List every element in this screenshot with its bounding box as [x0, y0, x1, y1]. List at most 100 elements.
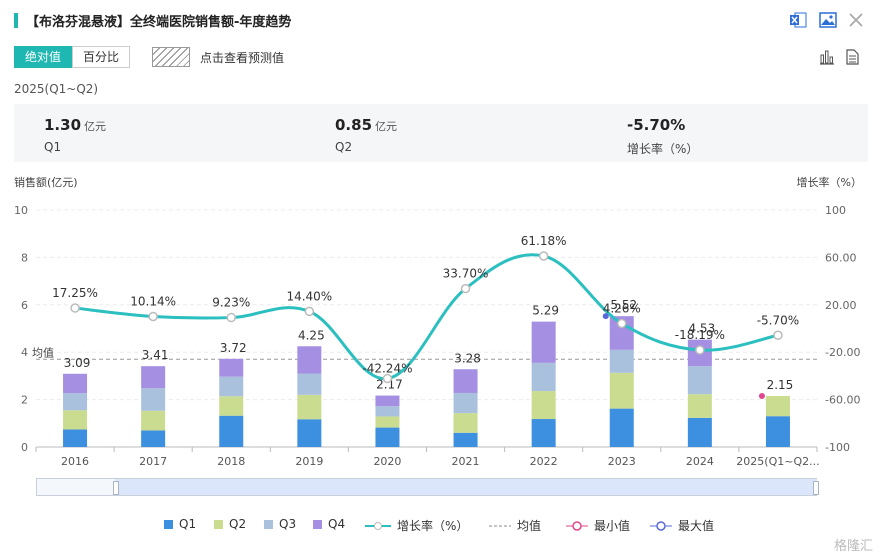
growth-label: -5.70%	[757, 313, 799, 327]
min-marker	[758, 393, 765, 400]
bar-total-label: 4.25	[298, 328, 325, 342]
forecast-toggle[interactable]: 点击查看预测值	[152, 47, 284, 67]
stat-value: -5.70%	[627, 116, 686, 134]
y-tick-label: 6	[21, 299, 28, 312]
legend-item-q2[interactable]: Q2	[214, 517, 246, 531]
excel-export-icon[interactable]	[788, 10, 808, 30]
range-handle-left[interactable]	[113, 481, 119, 495]
bar-q2	[297, 394, 322, 420]
bar-q1	[765, 416, 790, 447]
legend-label: Q2	[229, 517, 247, 531]
bar-q1	[609, 408, 634, 447]
growth-label: 33.70%	[443, 267, 489, 281]
y2-tick-label: 60.00	[825, 251, 857, 264]
bar-total-label: 3.72	[220, 341, 247, 355]
growth-point	[304, 306, 315, 317]
legend-swatch	[313, 519, 322, 529]
y-tick-label: 10	[14, 204, 28, 217]
x-tick-label: 2018	[217, 455, 245, 468]
bar-total-label: 3.41	[142, 348, 169, 362]
percent-tab[interactable]: 百分比	[72, 46, 131, 68]
legend-item-growth[interactable]: 增长率（%）	[365, 517, 468, 534]
bar-total-label: 3.09	[64, 356, 91, 370]
image-export-icon[interactable]	[818, 10, 838, 30]
value-mode-toggle: 绝对值 百分比	[14, 46, 131, 68]
x-tick-label: 2023	[608, 455, 636, 468]
bar-chart-icon[interactable]	[818, 48, 836, 66]
page-title: 【布洛芬混悬液】全终端医院销售额-年度趋势	[26, 15, 292, 30]
legend-dash-icon	[489, 525, 511, 526]
growth-point	[773, 330, 783, 341]
legend-item-min[interactable]: 最小值	[566, 517, 630, 534]
forecast-label: 点击查看预测值	[200, 50, 285, 65]
growth-label: 61.18%	[521, 234, 567, 248]
range-slider[interactable]	[36, 478, 819, 496]
bar-q3	[297, 373, 322, 395]
y-tick-label: 2	[21, 394, 28, 407]
title-bar: 【布洛芬混悬液】全终端医院销售额-年度趋势	[0, 0, 883, 40]
bar-q3	[219, 376, 244, 397]
hatch-pattern-icon	[152, 47, 190, 67]
y2-tick-label: -60.00	[825, 394, 860, 407]
title-accent	[14, 13, 18, 28]
growth-label: 14.40%	[286, 289, 332, 303]
legend-item-q3[interactable]: Q3	[264, 517, 296, 531]
y-tick-label: 0	[21, 441, 28, 454]
legend-swatch	[264, 519, 273, 529]
bar-q1	[297, 419, 322, 447]
bar-q4	[141, 366, 166, 389]
stat-unit: 亿元	[375, 120, 398, 133]
chart-legend: Q1 Q2 Q3 Q4 增长率（%） 均值 最小值 最大值	[0, 517, 883, 537]
legend-label: Q3	[279, 517, 297, 531]
growth-label: -42.24%	[362, 362, 412, 376]
legend-item-max[interactable]: 最大值	[650, 517, 714, 534]
absolute-value-tab[interactable]: 绝对值	[14, 46, 73, 68]
stat-label: Q2	[335, 140, 353, 154]
growth-label: 4.26%	[603, 301, 641, 315]
growth-point	[226, 312, 236, 323]
legend-label: Q4	[328, 517, 346, 531]
range-handle-right[interactable]	[813, 481, 819, 495]
bar-q2	[531, 391, 556, 420]
bar-q1	[453, 432, 478, 447]
stat-q2: 0.85 亿元 Q2	[335, 115, 397, 154]
growth-point	[70, 303, 80, 313]
bar-q2	[375, 416, 400, 428]
table-view-icon[interactable]	[843, 48, 861, 66]
growth-point	[538, 251, 549, 261]
range-selection[interactable]	[115, 479, 817, 495]
stat-label: Q1	[44, 140, 62, 154]
legend-line-icon	[365, 521, 391, 530]
legend-label: 最小值	[594, 519, 631, 533]
legend-item-q4[interactable]: Q4	[313, 517, 345, 531]
bar-q4	[297, 346, 322, 374]
bar-q1	[375, 427, 400, 447]
legend-item-average[interactable]: 均值	[489, 517, 541, 534]
bar-q4	[453, 369, 478, 393]
y-axis-title: 销售额(亿元)	[14, 175, 78, 189]
bar-q3	[609, 349, 634, 373]
legend-item-q1[interactable]: Q1	[164, 517, 196, 531]
stat-growth: -5.70% 增长率（%）	[627, 115, 698, 157]
stats-panel: 1.30 亿元 Q1 0.85 亿元 Q2 -5.70% 增长率（%）	[14, 104, 868, 162]
stat-label: 增长率（%）	[627, 142, 699, 156]
period-label: 2025(Q1~Q2)	[14, 82, 99, 96]
close-icon[interactable]	[846, 10, 866, 30]
stat-value: 0.85	[335, 116, 373, 134]
bar-q1	[531, 419, 556, 447]
growth-point	[460, 283, 471, 294]
growth-label: 10.14%	[130, 294, 176, 308]
bar-q1	[63, 429, 88, 447]
bar-q3	[375, 406, 400, 417]
x-tick-label: 2025(Q1~Q2...	[736, 455, 819, 468]
legend-label: 最大值	[678, 519, 715, 533]
legend-max-icon	[650, 520, 672, 531]
x-tick-label: 2022	[530, 455, 558, 468]
bar-total-label: 5.52	[610, 298, 637, 312]
x-tick-label: 2017	[139, 455, 167, 468]
x-tick-label: 2016	[61, 455, 89, 468]
legend-label: 增长率（%）	[397, 519, 469, 533]
bar-q3	[141, 388, 166, 411]
bar-q1	[141, 430, 166, 447]
max-marker	[602, 313, 609, 320]
